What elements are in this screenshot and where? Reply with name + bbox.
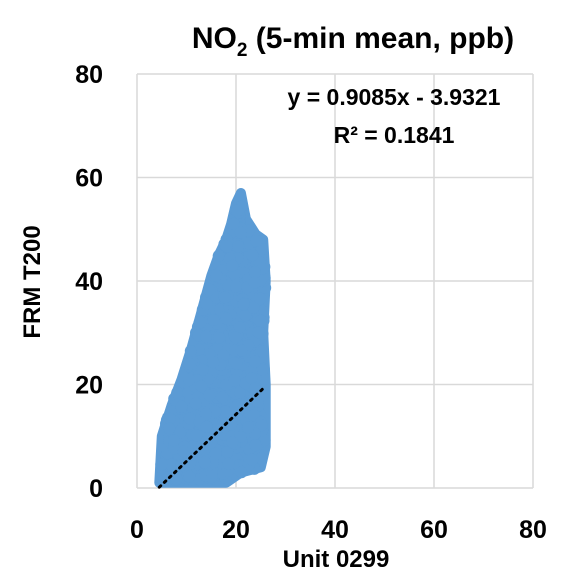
data-point	[230, 280, 242, 293]
data-point	[155, 458, 168, 471]
data-point	[249, 382, 261, 395]
data-point	[252, 326, 265, 339]
title-main: NO	[192, 22, 237, 55]
data-point	[226, 259, 239, 272]
y-tick-label: 80	[75, 61, 103, 89]
data-point	[195, 380, 208, 393]
y-tick-label: 40	[75, 268, 103, 296]
data-point	[190, 429, 203, 442]
data-point	[239, 309, 252, 322]
data-point	[246, 249, 259, 262]
data-point	[234, 386, 246, 399]
data-point	[254, 292, 267, 305]
data-point	[203, 389, 216, 402]
data-point	[237, 298, 250, 311]
data-point	[175, 400, 188, 413]
data-point	[165, 458, 178, 471]
data-point	[217, 349, 230, 362]
data-point	[226, 436, 239, 449]
y-axis-title: FRM T200	[19, 225, 46, 338]
data-point	[183, 357, 196, 370]
data-point	[246, 453, 259, 466]
data-points	[154, 188, 272, 488]
r-squared-label: R² = 0.1841	[334, 122, 455, 148]
data-point	[196, 363, 209, 376]
data-point	[229, 401, 242, 414]
data-point	[228, 374, 241, 387]
data-point	[213, 331, 226, 344]
data-point	[248, 276, 261, 289]
data-point	[186, 448, 198, 461]
x-tick-label: 60	[420, 516, 448, 544]
data-point	[207, 356, 220, 369]
data-point	[249, 439, 262, 451]
data-point	[235, 466, 248, 479]
tick-labels: 0 20 40 60 80 0 20 40 60 80	[75, 61, 547, 544]
data-point	[212, 249, 225, 262]
data-point	[234, 226, 247, 239]
data-point	[227, 217, 240, 230]
data-point	[189, 397, 202, 410]
data-point	[251, 396, 264, 408]
data-point	[220, 312, 233, 325]
y-tick-label: 0	[89, 475, 103, 503]
x-tick-label: 80	[519, 516, 547, 544]
y-tick-label: 60	[75, 165, 103, 193]
chart-title: NO2 (5-min mean, ppb)	[192, 22, 514, 61]
data-point	[183, 470, 196, 483]
x-axis-title: Unit 0299	[283, 546, 390, 573]
data-point	[254, 314, 267, 327]
data-point	[235, 344, 248, 357]
data-point	[209, 447, 222, 460]
data-point	[218, 291, 231, 304]
data-point	[256, 345, 269, 358]
data-point	[184, 345, 197, 357]
data-point	[250, 235, 263, 247]
data-point	[200, 297, 213, 310]
x-tick-label: 0	[130, 516, 144, 544]
data-point	[170, 473, 183, 486]
data-point	[219, 405, 232, 418]
data-point	[207, 314, 220, 326]
data-point	[255, 419, 268, 432]
trendline	[157, 386, 265, 489]
data-point	[222, 457, 235, 470]
x-tick-label: 40	[321, 516, 349, 544]
data-point	[194, 316, 207, 329]
title-rest: (5-min mean, ppb)	[247, 22, 514, 55]
data-point	[171, 386, 184, 399]
data-point	[163, 422, 176, 435]
data-point	[231, 204, 244, 217]
data-point	[167, 434, 180, 447]
data-point	[200, 420, 213, 433]
data-point	[183, 373, 196, 386]
data-point	[183, 412, 196, 425]
data-point	[256, 363, 269, 376]
data-point	[210, 269, 223, 282]
x-tick-label: 20	[222, 516, 250, 544]
data-point	[232, 240, 245, 253]
data-point	[198, 456, 211, 469]
data-point	[200, 330, 212, 343]
data-point	[209, 405, 222, 418]
data-point	[163, 412, 176, 425]
title-subscript: 2	[237, 40, 248, 61]
data-point	[229, 331, 242, 344]
data-point	[245, 372, 258, 385]
data-point	[225, 418, 238, 431]
data-point	[249, 355, 262, 368]
data-point	[248, 266, 261, 279]
data-point	[216, 391, 229, 404]
data-point	[203, 283, 216, 296]
data-point	[220, 240, 233, 253]
data-point	[221, 446, 234, 458]
data-point	[247, 301, 260, 314]
data-point	[233, 321, 246, 334]
data-point	[242, 421, 255, 434]
trendline-equation: y = 0.9085x - 3.9321	[288, 84, 501, 110]
data-point	[230, 357, 243, 370]
data-point	[212, 421, 225, 434]
y-tick-label: 20	[75, 372, 103, 400]
